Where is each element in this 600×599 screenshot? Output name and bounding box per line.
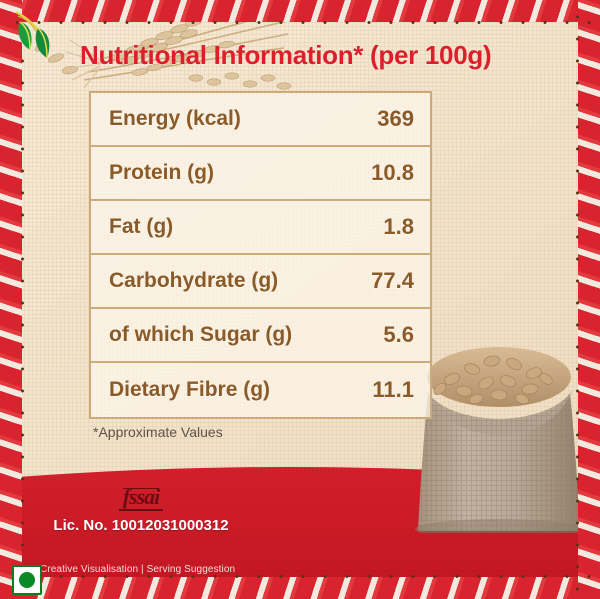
page-title: Nutritional Information* (per 100g) [80,40,492,70]
vegetarian-dot [19,572,35,588]
nutrient-label: Energy (kcal) [109,107,241,130]
fssai-block: fssai Lic. No. 10012031000312 [36,486,246,535]
table-row: Dietary Fibre (g) 11.1 [91,363,430,417]
fssai-license-number: Lic. No. 10012031000312 [53,517,229,534]
table-row: Carbohydrate (g) 77.4 [91,255,430,309]
vegetarian-mark-icon [12,565,42,595]
nutrient-label: of which Sugar (g) [109,323,293,346]
table-row: Fat (g) 1.8 [91,201,430,255]
table-row: of which Sugar (g) 5.6 [91,309,430,363]
nutrient-label: Fat (g) [109,215,174,238]
table-row: Protein (g) 10.8 [91,147,430,201]
nutrition-table: Energy (kcal) 369 Protein (g) 10.8 Fat (… [89,91,432,419]
nutrient-value: 77.4 [371,268,414,293]
fssai-logo: fssai [118,486,164,511]
nutrient-value: 1.8 [383,214,414,239]
wheat-stalks-image [34,7,297,90]
nutrient-value: 5.6 [383,322,414,347]
green-leaves-icon [15,11,50,59]
nutrient-value: 10.8 [371,160,414,185]
approximate-values-footnote: *Approximate Values [93,424,223,440]
border-dots-bottom [0,574,600,579]
wheat-sack-image [415,347,583,533]
nutrient-label: Carbohydrate (g) [109,269,279,292]
nutrient-value: 369 [377,106,414,131]
border-dots-top [0,20,600,25]
border-dots-left [20,0,25,599]
nutrient-label: Protein (g) [109,161,214,184]
border-dots-right [575,0,580,599]
nutrient-value: 11.1 [372,377,414,402]
table-row: Energy (kcal) 369 [91,93,430,147]
nutrient-label: Dietary Fibre (g) [109,378,271,401]
disclaimer-text: Creative Visualisation | Serving Suggest… [40,564,236,575]
